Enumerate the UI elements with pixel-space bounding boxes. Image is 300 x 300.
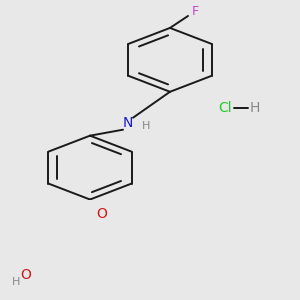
Text: O: O	[97, 207, 107, 221]
Text: H: H	[12, 277, 20, 287]
Text: H: H	[142, 122, 150, 131]
Text: O: O	[21, 268, 32, 282]
Text: H: H	[250, 101, 260, 115]
Text: Cl: Cl	[218, 101, 232, 115]
Text: F: F	[192, 5, 199, 18]
Text: N: N	[123, 116, 133, 130]
